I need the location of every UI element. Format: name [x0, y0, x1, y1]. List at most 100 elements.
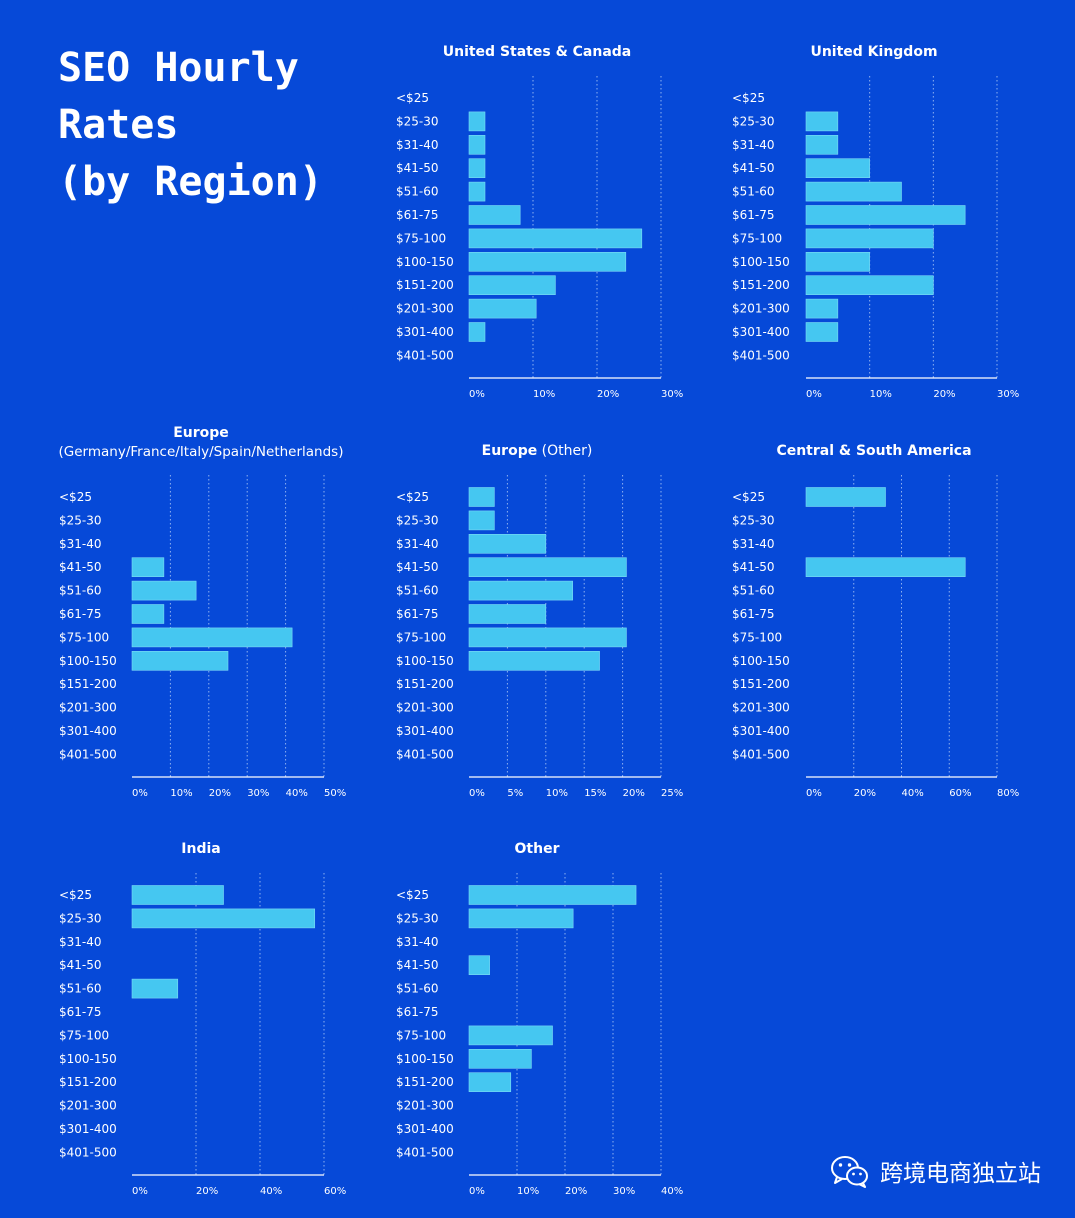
- chart-title-main: United States & Canada: [443, 44, 632, 60]
- bar: [468, 135, 486, 155]
- category-label: $401-500: [732, 348, 790, 362]
- tick-label: 60%: [324, 1186, 346, 1197]
- category-label: $31-40: [732, 537, 775, 551]
- bar: [468, 322, 486, 342]
- category-label: $201-300: [59, 701, 117, 715]
- tick-label: 20%: [597, 389, 619, 400]
- category-label: $61-75: [59, 1005, 102, 1019]
- category-label: $151-200: [732, 677, 790, 691]
- category-label: $61-75: [396, 607, 439, 621]
- tick-label: 15%: [584, 788, 606, 799]
- category-label: $301-400: [59, 1122, 117, 1136]
- category-label: $301-400: [396, 724, 454, 738]
- category-label: $201-300: [396, 701, 454, 715]
- bar: [131, 908, 316, 929]
- bar: [468, 533, 547, 554]
- bar: [468, 487, 495, 507]
- tick-label: 20%: [623, 788, 645, 799]
- page-title-line-3: (by Region): [58, 159, 323, 205]
- category-label: $201-300: [59, 1099, 117, 1113]
- tick-label: 40%: [661, 1186, 683, 1197]
- chart-title: India: [181, 841, 220, 857]
- category-label: $100-150: [732, 255, 790, 269]
- bar: [468, 298, 537, 319]
- bar: [131, 627, 293, 648]
- category-label: $201-300: [732, 302, 790, 316]
- tick-label: 40%: [286, 788, 308, 799]
- category-label: $41-50: [59, 958, 102, 972]
- bar: [131, 580, 197, 601]
- category-label: $151-200: [396, 1075, 454, 1089]
- tick-label: 10%: [170, 788, 192, 799]
- bar: [805, 557, 966, 578]
- chart-title: Europe (Other): [482, 443, 593, 459]
- tick-label: 30%: [613, 1186, 635, 1197]
- tick-label: 20%: [196, 1186, 218, 1197]
- category-label: $100-150: [59, 654, 117, 668]
- category-label: $401-500: [59, 747, 117, 761]
- category-label: $61-75: [732, 607, 775, 621]
- tick-label: 0%: [469, 389, 485, 400]
- category-label: $401-500: [59, 1145, 117, 1159]
- watermark-text: 跨境电商独立站: [880, 1161, 1041, 1187]
- category-label: $25-30: [59, 911, 102, 925]
- bar: [131, 978, 179, 999]
- category-label: <$25: [59, 888, 92, 902]
- category-label: $25-30: [396, 911, 439, 925]
- chart-title: Central & South America: [776, 443, 971, 459]
- tick-label: 10%: [517, 1186, 539, 1197]
- category-label: $301-400: [732, 325, 790, 339]
- tick-label: 10%: [546, 788, 568, 799]
- bar: [468, 510, 495, 531]
- bar: [131, 557, 165, 578]
- category-label: $51-60: [732, 185, 775, 199]
- category-label: $25-30: [396, 513, 439, 527]
- category-label: $301-400: [396, 325, 454, 339]
- category-label: $75-100: [59, 630, 109, 644]
- category-label: $100-150: [396, 255, 454, 269]
- bar: [468, 1072, 512, 1092]
- category-label: $151-200: [59, 677, 117, 691]
- category-label: $61-75: [396, 208, 439, 222]
- category-label: $201-300: [396, 302, 454, 316]
- bar: [468, 252, 627, 272]
- tick-label: 80%: [997, 788, 1019, 799]
- tick-label: 0%: [132, 1186, 148, 1197]
- category-label: $75-100: [396, 231, 446, 245]
- category-label: $151-200: [59, 1075, 117, 1089]
- category-label: $75-100: [59, 1028, 109, 1042]
- wechat-icon: [831, 1156, 868, 1188]
- category-label: $301-400: [732, 724, 790, 738]
- tick-label: 0%: [469, 788, 485, 799]
- category-label: $41-50: [396, 161, 439, 175]
- tick-label: 20%: [565, 1186, 587, 1197]
- category-label: $51-60: [396, 185, 439, 199]
- bar: [805, 205, 966, 225]
- category-label: <$25: [732, 490, 765, 504]
- category-label: $25-30: [732, 513, 775, 527]
- tick-label: 40%: [260, 1186, 282, 1197]
- bar: [805, 111, 839, 132]
- category-label: <$25: [732, 91, 765, 105]
- category-label: $75-100: [732, 231, 782, 245]
- category-label: $51-60: [396, 982, 439, 996]
- bar: [131, 650, 229, 671]
- bar: [468, 205, 521, 225]
- bar: [805, 487, 886, 507]
- category-label: $31-40: [59, 935, 102, 949]
- category-label: <$25: [396, 490, 429, 504]
- category-label: $31-40: [396, 537, 439, 551]
- tick-label: 20%: [933, 389, 955, 400]
- category-label: $401-500: [396, 348, 454, 362]
- tick-label: 20%: [209, 788, 231, 799]
- chart-title-main: Europe: [173, 425, 229, 441]
- category-label: $61-75: [396, 1005, 439, 1019]
- category-label: $51-60: [59, 982, 102, 996]
- category-label: $100-150: [396, 1052, 454, 1066]
- tick-label: 10%: [870, 389, 892, 400]
- category-label: $31-40: [396, 935, 439, 949]
- category-label: <$25: [59, 490, 92, 504]
- bar: [468, 275, 556, 296]
- tick-label: 0%: [806, 788, 822, 799]
- category-label: <$25: [396, 888, 429, 902]
